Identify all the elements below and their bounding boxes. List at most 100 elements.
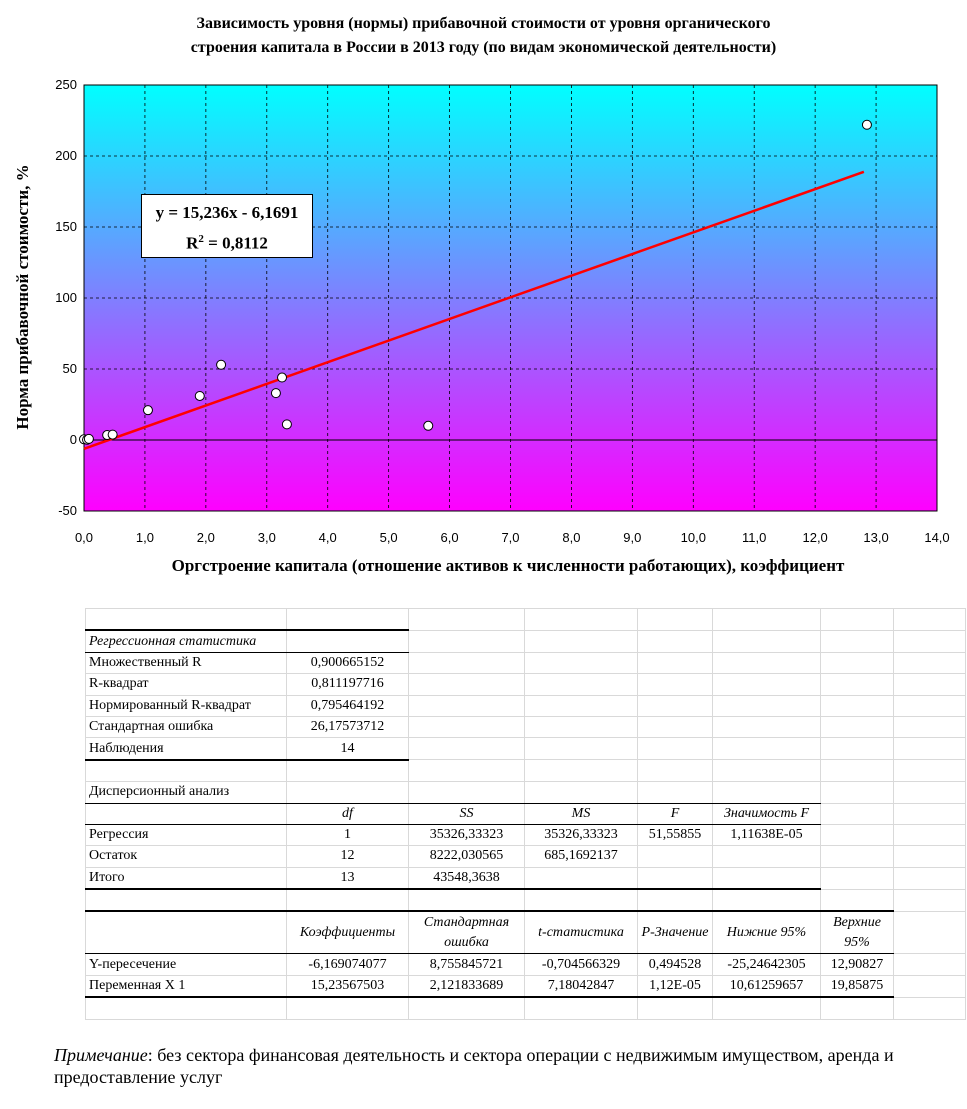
chart-title-line-1: Зависимость уровня (нормы) прибавочной с… (196, 15, 771, 32)
data-point (270, 388, 281, 399)
y-tick-label: 100 (55, 290, 77, 305)
coef-header: Коэффициенты (286, 910, 409, 955)
anova-header: Значимость F (712, 802, 821, 825)
x-tick-label: 7,0 (501, 530, 520, 545)
anova-label: Итого (85, 866, 287, 891)
x-tick-label: 5,0 (379, 530, 398, 545)
coef-cell: -6,169074077 (286, 953, 409, 976)
stat-value: 14 (286, 737, 409, 761)
chart-title-line-2: строения капитала в России в 2013 году (… (190, 39, 777, 56)
coef-cell: 8,755845721 (408, 953, 525, 976)
table-row: df SS MS F Значимость F (85, 802, 966, 825)
y-tick-label: 250 (55, 77, 77, 92)
coef-header: Нижние 95% (712, 910, 821, 955)
x-tick-label: 13,0 (863, 530, 889, 545)
table-row: Итого 13 43548,3638 (85, 866, 966, 891)
coef-header: t-статистика (524, 910, 638, 955)
y-axis-title-text: Норма прибавочной стоимости, % (13, 164, 32, 430)
coef-cell: 0,494528 (637, 953, 713, 976)
coef-cell: 12,90827 (820, 953, 894, 976)
table-row: Регрессия 1 35326,33323 35326,33323 51,5… (85, 823, 966, 847)
coef-header: P-Значение (637, 910, 713, 955)
anova-cell: 13 (286, 866, 409, 891)
r2-value: = 0,8112 (203, 233, 268, 253)
y-tick-label: 150 (55, 219, 77, 234)
stat-label: Множественный R (85, 651, 287, 675)
table-row: Нормированный R-квадрат 0,795464192 (85, 694, 966, 717)
y-tick-label: -50 (58, 503, 77, 518)
stat-value: 26,17573712 (286, 715, 409, 739)
coef-cell: -0,704566329 (524, 953, 638, 976)
regression-table: Регрессионная статистика Множественный R… (85, 608, 966, 1020)
equation-box: y = 15,236x - 6,1691 R2 = 0,8112 (141, 194, 313, 258)
r-squared-text: R2 = 0,8112 (142, 226, 312, 257)
scatter-chart (79, 84, 938, 512)
coef-label: Y-пересечение (85, 953, 287, 976)
coef-cell: 10,61259657 (712, 974, 821, 999)
anova-cell: 1,11638E-05 (712, 823, 821, 847)
anova-header: df (286, 802, 409, 825)
x-tick-label: 1,0 (135, 530, 154, 545)
stat-label: Нормированный R-квадрат (85, 694, 287, 717)
coef-cell: 7,18042847 (524, 974, 638, 999)
trendline (83, 170, 865, 450)
table-row: Множественный R 0,900665152 (85, 651, 966, 675)
anova-title: Дисперсионный анализ (85, 781, 287, 804)
table-row: Дисперсионный анализ (85, 781, 966, 804)
table-row (85, 608, 966, 631)
anova-cell: 8222,030565 (408, 845, 525, 868)
x-tick-label: 11,0 (742, 530, 767, 545)
data-point (107, 429, 118, 440)
table-row: Стандартная ошибка 26,17573712 (85, 715, 966, 739)
data-point (861, 119, 872, 130)
stat-value: 0,795464192 (286, 694, 409, 717)
equation-text: y = 15,236x - 6,1691 (155, 203, 299, 222)
x-tick-label: 6,0 (440, 530, 459, 545)
coef-cell: 19,85875 (820, 974, 894, 999)
stat-label: Наблюдения (85, 737, 287, 761)
y-tick-label: 50 (62, 361, 77, 376)
footnote-text: : без сектора финансовая деятельность и … (54, 1045, 894, 1087)
x-tick-label: 4,0 (318, 530, 337, 545)
data-points (79, 119, 872, 445)
table-row (85, 888, 966, 912)
anova-cell: 35326,33323 (408, 823, 525, 847)
anova-header: MS (524, 802, 638, 825)
table-row: Регрессионная статистика (85, 629, 966, 653)
coef-cell: 1,12E-05 (637, 974, 713, 999)
data-point (194, 390, 205, 401)
anova-cell: 685,1692137 (524, 845, 638, 868)
x-tick-label: 0,0 (74, 530, 94, 545)
anova-cell: 12 (286, 845, 409, 868)
data-point (142, 405, 153, 416)
anova-label: Остаток (85, 845, 287, 868)
y-tick-label: 200 (55, 148, 77, 163)
stat-label: R-квадрат (85, 673, 287, 696)
coef-cell: -25,24642305 (712, 953, 821, 976)
stat-label: Стандартная ошибка (85, 715, 287, 739)
x-tick-label: 9,0 (623, 530, 642, 545)
anova-header: SS (408, 802, 525, 825)
data-point (83, 433, 94, 444)
x-tick-label: 3,0 (257, 530, 276, 545)
anova-cell: 35326,33323 (524, 823, 638, 847)
x-tick-label: 14,0 (924, 530, 950, 545)
table-row: Коэффициенты Стандартная ошибка t-статис… (85, 910, 966, 955)
r2-sup: 2 (198, 233, 204, 245)
coef-header: Верхние 95% (820, 910, 894, 955)
stat-value: 0,900665152 (286, 651, 409, 675)
coef-label: Переменная X 1 (85, 974, 287, 999)
coef-cell: 15,23567503 (286, 974, 409, 999)
table-row: Наблюдения 14 (85, 737, 966, 761)
anova-cell: 51,55855 (637, 823, 713, 847)
stat-value: 0,811197716 (286, 673, 409, 696)
x-tick-label: 10,0 (680, 530, 706, 545)
table-row: Y-пересечение -6,169074077 8,755845721 -… (85, 953, 966, 976)
stats-title: Регрессионная статистика (85, 629, 287, 653)
y-tick-label: 0 (69, 432, 77, 447)
table-row (85, 759, 966, 783)
anova-cell: 1 (286, 823, 409, 847)
footnote: Примечание: без сектора финансовая деяте… (54, 1044, 934, 1088)
anova-cell: 43548,3638 (408, 866, 525, 891)
table-row: R-квадрат 0,811197716 (85, 673, 966, 696)
